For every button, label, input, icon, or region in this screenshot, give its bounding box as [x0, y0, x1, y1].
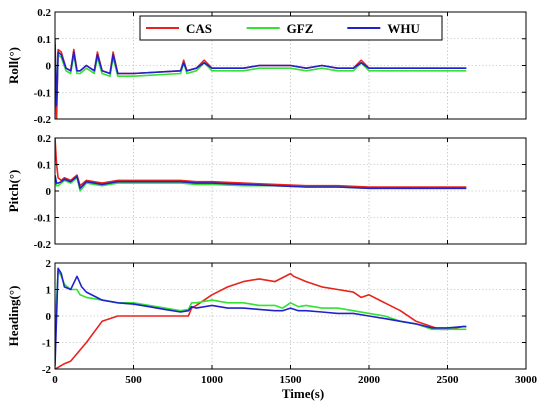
series-line-whu: [55, 267, 467, 367]
series-line-gfz: [55, 52, 467, 99]
x-tick-label: 0: [52, 374, 58, 386]
y-tick-label: 0.2: [37, 7, 51, 19]
y-tick-label: -1: [42, 338, 51, 350]
y-tick-label: 0.1: [37, 34, 51, 46]
y-tick-label: 0: [46, 186, 52, 198]
x-tick-label: 3000: [515, 374, 538, 386]
x-tick-label: 1000: [201, 374, 224, 386]
y-tick-label: -0.2: [34, 114, 52, 126]
y-tick-label: 0: [46, 311, 52, 323]
y-tick-label: -0.1: [34, 87, 51, 99]
legend-label-gfz: GFZ: [287, 21, 314, 36]
x-tick-label: 1500: [280, 374, 303, 386]
legend: CAS GFZ WHU: [139, 15, 443, 41]
series-group: [55, 38, 467, 119]
y-axis-label: Heading(°): [6, 286, 21, 347]
series-line-whu: [55, 174, 467, 190]
y-tick-label: 2: [46, 258, 52, 270]
y-tick-label: 1: [46, 285, 52, 297]
legend-box: [139, 15, 443, 41]
series-group: [55, 267, 467, 369]
x-axis-label: Time(s): [282, 386, 324, 401]
y-tick-label: -2: [42, 364, 52, 376]
legend-label-whu: WHU: [387, 21, 420, 36]
y-axis-label: Roll(°): [6, 47, 21, 84]
series-line-cas: [55, 38, 467, 119]
y-tick-label: 0.1: [37, 160, 51, 172]
panel-1: -0.2 -0.1 0 0.1 0.2 Pitch(°): [6, 133, 527, 251]
y-tick-label: -0.1: [34, 213, 51, 225]
panel-2: -2 -1 0 1 2 0 500 1000 1500 2000 2500 3000 Heading(°…: [6, 258, 538, 386]
series-group: [55, 138, 467, 192]
legend-label-cas: CAS: [186, 21, 212, 36]
x-tick-label: 2500: [437, 374, 460, 386]
series-line-whu: [55, 44, 467, 107]
chart-panels: -0.2 -0.1 0 0.1 0.2 Roll(°) -0.2 -0.1 0 0.1 0.2 Pit…: [6, 7, 538, 386]
series-line-cas: [55, 272, 467, 369]
y-tick-label: -0.2: [34, 239, 52, 251]
x-tick-label: 2000: [358, 374, 381, 386]
series-line-gfz: [55, 270, 467, 331]
x-tick-label: 500: [125, 374, 142, 386]
y-tick-label: 0: [46, 61, 52, 73]
y-tick-label: 0.2: [37, 133, 51, 145]
series-line-cas: [55, 138, 467, 188]
panel-0: -0.2 -0.1 0 0.1 0.2 Roll(°): [6, 7, 527, 126]
y-axis-label: Pitch(°): [6, 170, 21, 213]
